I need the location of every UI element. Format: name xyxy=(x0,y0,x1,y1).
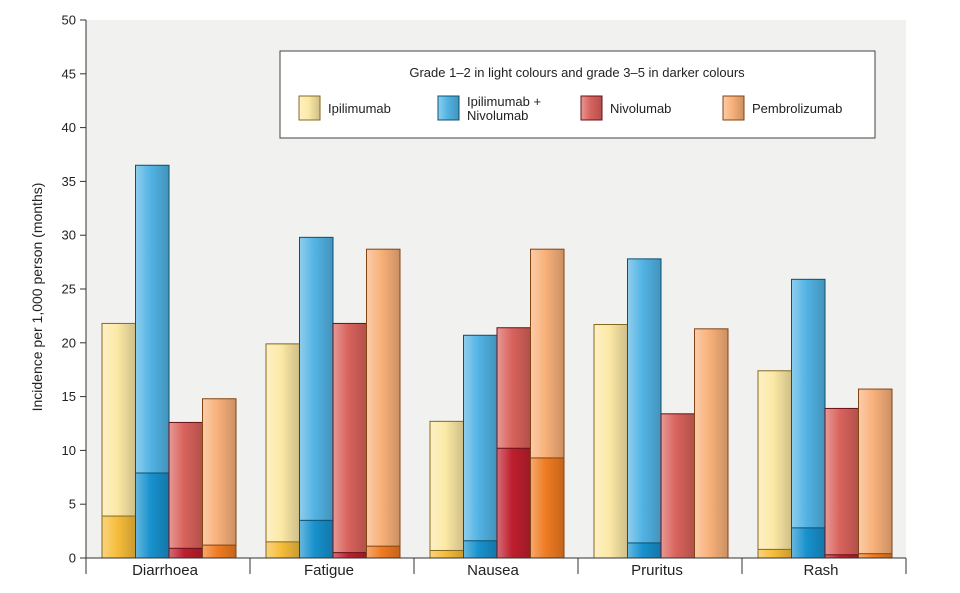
x-tick-label-diarrhoea: Diarrhoea xyxy=(132,562,199,579)
x-tick-label-fatigue: Fatigue xyxy=(304,562,354,579)
bar-rash-ipilimumab-grade-3-5 xyxy=(757,548,792,559)
legend-label-nivolumab: Nivolumab xyxy=(610,101,671,116)
bar-nausea-pembrolizumab-grade-3-5 xyxy=(530,457,565,559)
legend-label-ipilimumab-nivolumab: Ipilimumab + xyxy=(467,94,541,109)
y-tick-label: 5 xyxy=(69,497,76,512)
legend-box xyxy=(279,50,876,139)
bar-fatigue-nivolumab-grade-3-5 xyxy=(332,552,367,559)
bar-fatigue-ipilimumab-nivolumab-total xyxy=(299,236,334,559)
legend: Grade 1–2 in light colours and grade 3–5… xyxy=(279,50,876,139)
legend-label-ipilimumab: Ipilimumab xyxy=(328,101,391,116)
legend-label-ipilimumab-nivolumab: Nivolumab xyxy=(467,108,528,123)
y-tick-label: 0 xyxy=(69,551,76,566)
x-tick-label-nausea: Nausea xyxy=(467,562,519,579)
bar-rash-pembrolizumab-grade-3-5 xyxy=(858,553,893,559)
y-tick-label: 40 xyxy=(62,120,76,135)
y-tick-label: 20 xyxy=(62,335,76,350)
bar-rash-pembrolizumab-total xyxy=(858,388,893,559)
legend-swatch-pembrolizumab xyxy=(722,95,745,121)
y-axis-title: Incidence per 1,000 person (months) xyxy=(29,183,45,412)
bar-diarrhoea-pembrolizumab-grade-3-5 xyxy=(202,544,237,559)
legend-title: Grade 1–2 in light colours and grade 3–5… xyxy=(409,65,745,80)
bar-fatigue-pembrolizumab-grade-3-5 xyxy=(366,545,401,559)
bar-pruritus-nivolumab-total xyxy=(660,413,695,559)
y-tick-label: 25 xyxy=(62,282,76,297)
y-tick-label: 50 xyxy=(62,13,76,28)
bar-fatigue-nivolumab-total xyxy=(332,322,367,559)
bars-layer xyxy=(101,164,893,559)
bar-nausea-nivolumab-grade-3-5 xyxy=(496,447,531,559)
bar-fatigue-ipilimumab-total xyxy=(265,343,300,559)
y-tick-label: 30 xyxy=(62,228,76,243)
bar-rash-ipilimumab-total xyxy=(757,370,792,559)
legend-label-pembrolizumab: Pembrolizumab xyxy=(752,101,842,116)
bar-pruritus-ipilimumab-nivolumab-total xyxy=(627,258,662,559)
bar-nausea-ipilimumab-nivolumab-grade-3-5 xyxy=(463,540,498,559)
bar-fatigue-ipilimumab-grade-3-5 xyxy=(265,541,300,559)
legend-swatch-ipilimumab xyxy=(298,95,321,121)
bar-diarrhoea-nivolumab-grade-3-5 xyxy=(168,547,203,559)
bar-pruritus-ipilimumab-nivolumab-grade-3-5 xyxy=(627,542,662,559)
bar-pruritus-pembrolizumab-total xyxy=(694,328,729,559)
bar-diarrhoea-nivolumab-total xyxy=(168,421,203,559)
bar-nausea-ipilimumab-grade-3-5 xyxy=(429,549,464,559)
legend-items: Ipilimumab Ipilimumab +Nivolumab Nivolumab… xyxy=(298,94,842,123)
bar-rash-ipilimumab-nivolumab-grade-3-5 xyxy=(791,527,826,559)
axes-layer: 0 5 10 15 20 25 30 35 40 45 50 Diarrhoea Fatigue Naus… xyxy=(62,13,907,579)
bar-pruritus-ipilimumab-total xyxy=(593,324,628,559)
y-tick-label: 10 xyxy=(62,443,76,458)
x-tick-label-pruritus: Pruritus xyxy=(631,562,683,579)
bar-fatigue-ipilimumab-nivolumab-grade-3-5 xyxy=(299,519,334,559)
y-tick-label: 45 xyxy=(62,66,76,81)
bar-diarrhoea-pembrolizumab-total xyxy=(202,398,237,559)
bar-rash-ipilimumab-nivolumab-total xyxy=(791,278,826,559)
bar-diarrhoea-ipilimumab-grade-3-5 xyxy=(101,515,136,559)
bar-fatigue-pembrolizumab-total xyxy=(366,248,401,559)
x-tick-label-rash: Rash xyxy=(803,562,838,579)
legend-swatch-ipilimumab-nivolumab xyxy=(437,95,460,121)
legend-swatch-nivolumab xyxy=(580,95,603,121)
bar-diarrhoea-ipilimumab-nivolumab-grade-3-5 xyxy=(135,472,170,559)
y-tick-label: 15 xyxy=(62,389,76,404)
y-tick-label: 35 xyxy=(62,174,76,189)
bar-nausea-ipilimumab-total xyxy=(429,420,464,559)
bar-rash-nivolumab-total xyxy=(824,407,859,559)
bar-nausea-ipilimumab-nivolumab-total xyxy=(463,334,498,559)
